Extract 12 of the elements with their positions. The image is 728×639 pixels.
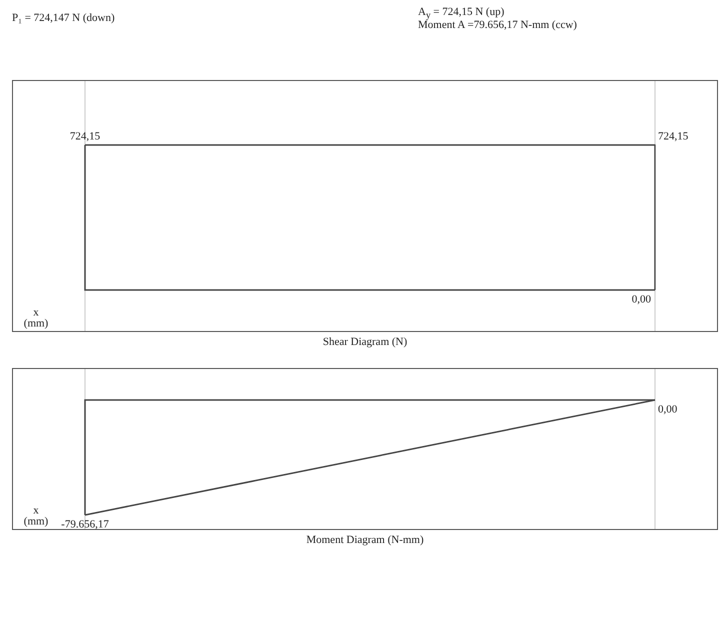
text: 724,15 <box>658 130 689 142</box>
text: Shear Diagram (N) <box>322 336 408 348</box>
data-label: -79.656,17 <box>61 518 110 530</box>
data-label: 724,15 <box>70 130 101 142</box>
x-axis-title: x (mm) <box>24 306 49 330</box>
text: Moment A =79.656,17 N-mm (ccw) <box>418 19 577 32</box>
x-axis-title: x (mm) <box>24 504 49 528</box>
text: Moment Diagram (N-mm) <box>305 534 425 546</box>
text: A$_{y}$ = 724,15 N (up) <box>418 6 504 20</box>
data-label: 0,00 <box>632 293 652 306</box>
data-label: 0,00 <box>658 403 678 416</box>
text: P₁ = 724,147 N (down) <box>12 12 115 25</box>
